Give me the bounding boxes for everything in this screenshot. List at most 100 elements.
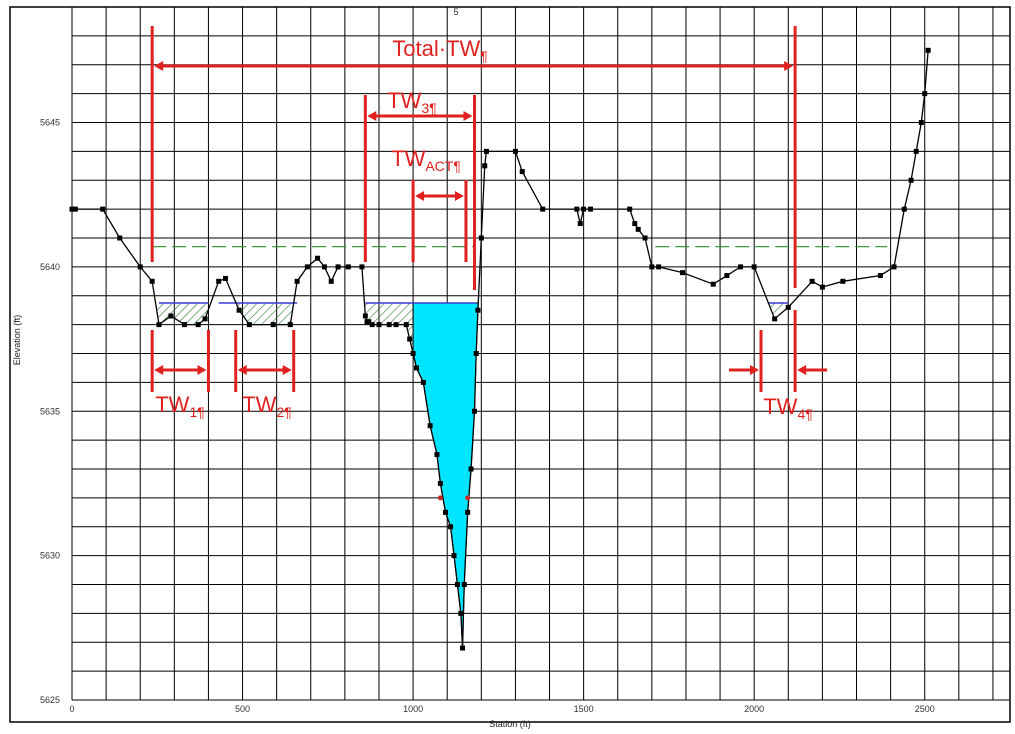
profile-point: [785, 304, 791, 310]
tick-labels: 0 500 1000 1500 2000 2500 5625 5630 5635 5640 5645: [40, 118, 935, 715]
y-tick-label: 5625: [40, 695, 60, 705]
top-marker-label: 5: [453, 7, 458, 17]
profile-point: [236, 307, 242, 313]
profile-point: [345, 264, 351, 270]
profile-point: [407, 336, 413, 342]
profile-point: [458, 610, 464, 616]
tw3-arrowhead-left: [367, 111, 377, 121]
tw1-label: TW1¶: [155, 392, 205, 420]
profile-point: [246, 322, 252, 328]
x-tick-label: 500: [235, 704, 250, 714]
profile-point: [891, 264, 897, 270]
y-tick-label: 5630: [40, 551, 60, 561]
profile-point: [434, 452, 440, 458]
profile-point: [587, 206, 593, 212]
profile-point: [222, 275, 228, 281]
profile-point: [772, 316, 778, 322]
profile-point: [321, 264, 327, 270]
profile-point: [577, 221, 583, 227]
x-axis-label: Station (ft): [489, 719, 531, 729]
twact-label: TWACT¶: [391, 146, 461, 174]
profile-point: [632, 221, 638, 227]
profile-point: [442, 509, 448, 515]
profile-point: [69, 206, 75, 212]
total-tw-arrowhead-left: [154, 61, 164, 71]
profile-point: [461, 582, 467, 587]
profile-point: [117, 235, 123, 241]
profile-point: [270, 322, 276, 328]
profile-point: [519, 169, 525, 175]
profile-point: [482, 163, 488, 169]
profile-point: [478, 235, 484, 241]
profile-point: [437, 480, 443, 486]
plot-frame: [9, 6, 1011, 723]
profile-point: [475, 307, 481, 313]
x-tick-label: 2500: [915, 704, 935, 714]
overbank-hatch: [364, 302, 414, 354]
x-tick-label: 1000: [403, 704, 423, 714]
profile-point: [468, 466, 474, 472]
profile-point: [724, 273, 730, 279]
profile-point: [410, 351, 416, 356]
profile-point: [414, 365, 420, 371]
profile-point: [359, 264, 365, 270]
profile-point: [376, 322, 382, 328]
total-tw-label: Total·TW¶: [392, 36, 488, 64]
twact-arrowhead-right: [454, 191, 464, 201]
profile-point: [574, 206, 580, 212]
x-tick-label: 1500: [574, 704, 594, 714]
tw4-arrowhead-right: [797, 365, 807, 375]
profile-point: [465, 509, 471, 515]
tw1-arrowhead-left: [154, 365, 164, 375]
profile-point: [100, 206, 106, 212]
profile-point: [627, 206, 633, 212]
profile-point: [877, 273, 883, 279]
profile-point: [809, 278, 815, 284]
level-lines: [152, 246, 888, 304]
tw2-arrowhead-right: [282, 365, 292, 375]
profile-point: [403, 322, 409, 328]
profile-point: [335, 264, 341, 270]
profile-point: [473, 351, 479, 356]
y-tick-label: 5640: [40, 262, 60, 272]
profile-point: [922, 91, 928, 97]
bank-station-marker: [437, 495, 443, 501]
profile-point: [840, 278, 846, 284]
profile-point: [182, 322, 188, 328]
profile-point: [908, 177, 914, 183]
profile-point: [315, 255, 321, 261]
profile-point: [420, 379, 426, 385]
profile-point: [366, 319, 372, 325]
tw4-label: TW4¶: [763, 394, 813, 422]
twact-arrowhead-left: [415, 191, 425, 201]
profile-point: [216, 278, 222, 284]
tw1-arrowhead-right: [197, 365, 207, 375]
grid: [71, 6, 1010, 701]
profile-point: [386, 322, 392, 328]
profile-point: [149, 278, 155, 284]
profile-point: [156, 322, 162, 328]
profile-point: [913, 148, 919, 154]
profile-point: [925, 47, 931, 53]
top-width-annotations: Total·TW¶ TW3¶ TWACT¶ TW1¶ TW2¶ TW4¶: [150, 26, 828, 422]
profile-point: [328, 278, 334, 284]
profile-point: [483, 148, 489, 154]
profile-point: [168, 313, 174, 319]
tw3-label: TW3¶: [387, 88, 437, 116]
profile-point: [287, 322, 293, 328]
overbank-hatch: [236, 302, 294, 325]
profile-point: [195, 322, 201, 328]
y-tick-label: 5635: [40, 406, 60, 416]
ground-profile: [69, 47, 931, 651]
profile-point: [710, 281, 716, 287]
tw2-label: TW2¶: [242, 392, 292, 420]
profile-point: [471, 408, 477, 414]
profile-point: [512, 148, 518, 154]
y-axis-label: Elevation (ft): [12, 315, 22, 366]
y-tick-label: 5645: [40, 118, 60, 128]
tw2-arrowhead-left: [237, 365, 247, 375]
profile-point: [304, 264, 310, 270]
